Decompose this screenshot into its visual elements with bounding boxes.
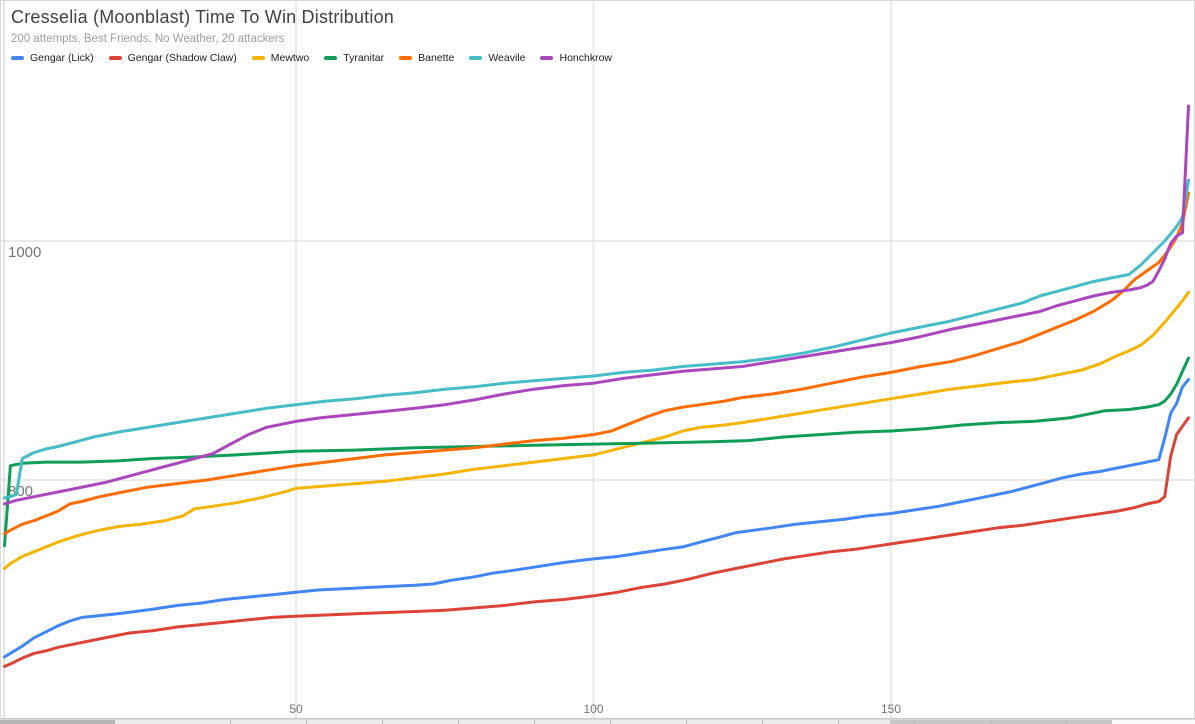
sheet-column-divider: [762, 720, 763, 724]
legend-item: Weavile: [469, 52, 525, 64]
spreadsheet-peek[interactable]: [0, 720, 1195, 724]
legend-item: Mewtwo: [251, 52, 310, 64]
series-line-gengar-shadow-claw-: [3, 416, 1190, 668]
legend-label: Weavile: [488, 52, 526, 64]
sheet-column-divider: [838, 720, 839, 724]
sheet-column-divider: [1066, 720, 1067, 724]
series-line-weavile: [3, 178, 1190, 500]
legend-swatch-icon: [399, 56, 413, 60]
sheet-column-divider: [686, 720, 687, 724]
series-line-banette: [3, 191, 1190, 536]
legend-label: Honchkrow: [559, 52, 613, 64]
legend-swatch-icon: [11, 56, 24, 60]
sheet-column-divider: [990, 720, 991, 724]
legend-label: Banette: [418, 52, 455, 64]
legend-item: Tyranitar: [324, 52, 384, 64]
sheet-column-divider: [382, 720, 383, 724]
x-axis-label: 50: [289, 702, 303, 716]
sheet-column-divider: [610, 720, 611, 724]
legend-item: Banette: [399, 52, 454, 64]
x-axis-label: 100: [583, 702, 603, 716]
legend-swatch-icon: [540, 56, 554, 60]
legend-item: Gengar (Lick): [11, 52, 94, 64]
series-line-honchkrow: [3, 104, 1190, 506]
legend-label: Tyranitar: [343, 52, 385, 64]
legend-label: Gengar (Lick): [30, 52, 94, 64]
series-line-mewtwo: [3, 290, 1190, 570]
sheet-cell-edge: [890, 720, 1112, 724]
y-axis-label: 1000: [8, 244, 41, 261]
sheet-cell-edge: [1112, 720, 1195, 724]
sheet-cell-edge: [0, 720, 115, 724]
series-line-tyranitar: [3, 356, 1190, 548]
legend-item: Honchkrow: [540, 52, 612, 64]
sheet-column-divider: [534, 720, 535, 724]
legend-swatch-icon: [251, 56, 265, 60]
legend-swatch-icon: [108, 56, 122, 60]
legend-label: Mewtwo: [270, 52, 310, 64]
series-line-gengar-lick-: [3, 378, 1190, 659]
x-axis-label: 150: [881, 702, 901, 716]
sheet-cell-edge: [115, 720, 890, 724]
legend-label: Gengar (Shadow Claw): [127, 52, 237, 64]
sheet-column-divider: [914, 720, 915, 724]
legend-swatch-icon: [469, 56, 483, 60]
legend-swatch-icon: [324, 56, 338, 60]
chart-legend: Gengar (Lick) Gengar (Shadow Claw) Mewtwo T…: [11, 52, 612, 64]
legend-item: Gengar (Shadow Claw): [108, 52, 237, 64]
sheet-column-divider: [458, 720, 459, 724]
sheet-column-divider: [230, 720, 231, 724]
sheet-column-divider: [306, 720, 307, 724]
